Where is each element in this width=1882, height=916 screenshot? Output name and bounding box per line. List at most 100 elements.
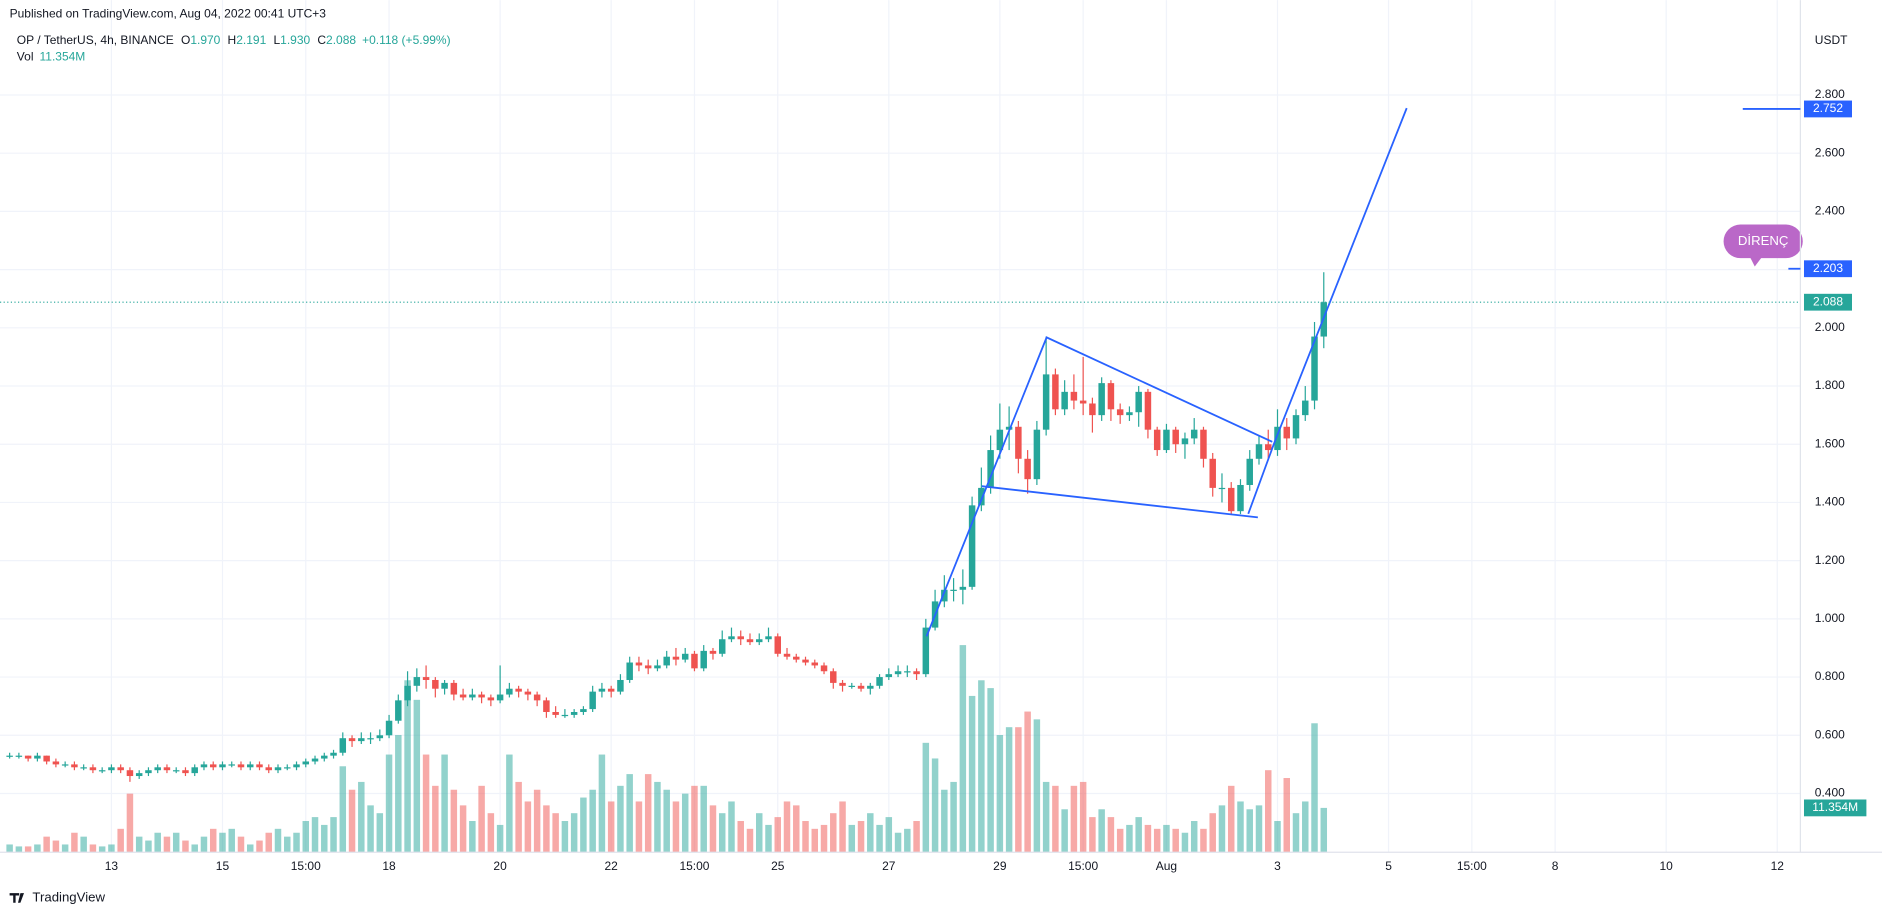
candle-body <box>413 677 421 686</box>
candle-body <box>496 694 504 701</box>
candle-body <box>321 755 328 759</box>
published-text: Published on TradingView.com, Aug 04, 20… <box>10 7 327 21</box>
candle-body <box>793 656 800 660</box>
volume-bar <box>191 844 198 853</box>
legend-value: 1.930 <box>280 33 310 47</box>
candle-body <box>385 720 393 736</box>
candle-body <box>1218 487 1226 490</box>
y-tick-label: 0.600 <box>1815 727 1845 741</box>
candle-body <box>885 674 893 678</box>
candle-body <box>358 738 365 742</box>
candle-body <box>339 738 347 753</box>
volume-bar <box>34 844 41 853</box>
price-level-label: 2.752 <box>1813 101 1843 115</box>
candle-body <box>1172 429 1179 445</box>
legend: OP / TetherUS, 4h, BINANCE O1.970 H2.191 L1… <box>17 33 451 47</box>
candle-body <box>200 764 208 768</box>
volume-bar <box>913 821 920 853</box>
volume-pane <box>6 645 1328 853</box>
volume-bar <box>108 844 115 853</box>
legend-key: L <box>273 33 280 47</box>
volume-bar <box>1283 778 1290 853</box>
legend-title: OP / TetherUS, 4h, BINANCE <box>17 33 174 47</box>
volume-bar <box>922 742 930 853</box>
volume-bar <box>1116 828 1124 853</box>
volume-bar <box>737 821 744 853</box>
volume-bar <box>543 805 550 853</box>
volume-bar <box>1163 824 1170 853</box>
volume-bar <box>607 801 615 853</box>
candle-body <box>709 650 717 654</box>
volume-bar <box>145 840 152 853</box>
volume-bar <box>135 836 143 853</box>
volume-bar <box>663 789 670 853</box>
candle-body <box>43 755 50 762</box>
candle-body <box>256 764 263 768</box>
volume-bar <box>237 836 245 853</box>
volume-bar <box>1200 828 1207 853</box>
volume-bar <box>154 832 161 853</box>
annotation-bubble: DİRENÇ <box>1723 224 1803 267</box>
brand-logo <box>9 893 25 903</box>
volume-bar <box>1079 781 1087 853</box>
volume-bar <box>1024 711 1031 853</box>
volume-bar <box>996 735 1004 853</box>
candle-body <box>1079 400 1087 404</box>
volume-bar <box>1218 805 1226 853</box>
y-axis-label: USDT <box>1815 33 1848 47</box>
volume-bar <box>1292 813 1300 853</box>
volume-bar <box>774 817 781 853</box>
volume-bar <box>172 832 180 853</box>
candle-body <box>284 767 291 769</box>
y-tick-label: 1.600 <box>1815 436 1845 450</box>
last-price-box <box>1803 293 1852 311</box>
volume-bar <box>321 824 328 853</box>
candle-body <box>71 764 78 768</box>
candle-body <box>154 767 161 771</box>
y-tick-label: 1.800 <box>1815 378 1845 392</box>
legend-value: 2.088 <box>326 33 356 47</box>
volume-bar <box>404 680 411 853</box>
volume-title: Vol <box>17 50 34 64</box>
candle-body <box>598 688 606 692</box>
x-tick-label: 29 <box>993 859 1007 873</box>
x-tick-label: 22 <box>604 859 618 873</box>
candle-body <box>1274 426 1281 451</box>
candle-body <box>404 685 411 701</box>
volume-bar <box>265 832 272 853</box>
candle-body <box>108 767 115 771</box>
x-tick-label: 13 <box>105 859 119 873</box>
volume-bar <box>1153 828 1161 853</box>
candle-body <box>395 700 402 721</box>
volume-bar <box>459 805 467 853</box>
x-tick-label: 8 <box>1552 859 1559 873</box>
candle-body <box>1181 438 1189 445</box>
candle-body <box>237 764 245 768</box>
candle-body <box>1283 426 1290 439</box>
candle-body <box>533 694 541 701</box>
volume-bar <box>15 846 23 853</box>
candle-body <box>1116 409 1124 416</box>
candle-body <box>626 662 633 680</box>
legend-key: O <box>181 33 190 47</box>
candle-body <box>432 679 439 689</box>
candle-body <box>857 685 865 689</box>
price-level-box <box>1803 100 1852 118</box>
volume-bar <box>496 824 504 853</box>
candle-body <box>580 709 587 712</box>
volume-bar <box>1237 801 1244 853</box>
candle-body <box>1265 444 1272 451</box>
volume-bar <box>830 813 837 853</box>
x-tick-label: 15:00 <box>679 859 709 873</box>
drawings <box>925 107 1408 637</box>
candle-body <box>922 627 930 675</box>
x-tick-label: 15:00 <box>1457 859 1487 873</box>
candle-body <box>145 770 152 774</box>
candle-body <box>1126 412 1133 416</box>
candle-body <box>728 636 735 640</box>
volume-bar <box>43 836 50 853</box>
candle-body <box>1015 426 1022 459</box>
y-tick-label: 2.600 <box>1815 145 1845 159</box>
candle-body <box>126 770 134 777</box>
candle-body <box>524 691 532 695</box>
